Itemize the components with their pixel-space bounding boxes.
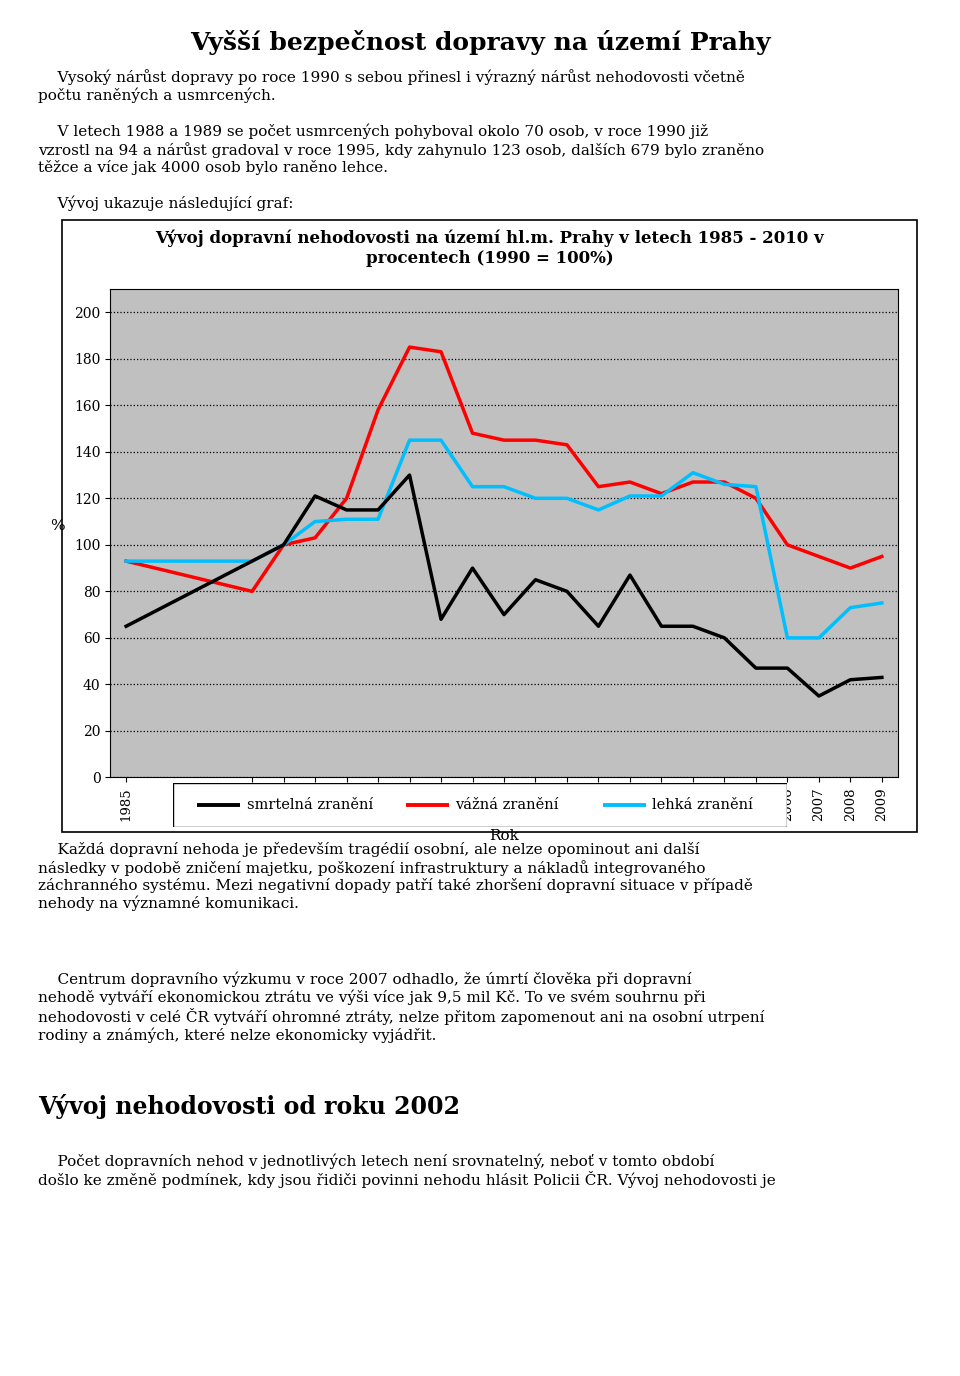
Text: lehká zranění: lehká zranění — [652, 798, 753, 812]
Text: smrtelná zranění: smrtelná zranění — [247, 798, 372, 812]
Text: Vývoj ukazuje následující graf:: Vývoj ukazuje následující graf: — [38, 195, 294, 211]
Text: Počet dopravních nehod v jednotlivých letech není srovnatelný, neboť v tomto obd: Počet dopravních nehod v jednotlivých le… — [38, 1153, 776, 1189]
Text: Vývoj dopravní nehodovosti na území hl.m. Prahy v letech 1985 - 2010 v
procentec: Vývoj dopravní nehodovosti na území hl.m… — [156, 230, 824, 267]
X-axis label: Rok: Rok — [489, 830, 519, 843]
Text: Vývoj nehodovosti od roku 2002: Vývoj nehodovosti od roku 2002 — [38, 1094, 461, 1119]
Text: Centrum dopravního výzkumu v roce 2007 odhadlo, že úmrtí člověka při dopravní
ne: Centrum dopravního výzkumu v roce 2007 o… — [38, 971, 765, 1043]
Text: V letech 1988 a 1989 se počet usmrcených pohyboval okolo 70 osob, v roce 1990 ji: V letech 1988 a 1989 se počet usmrcených… — [38, 124, 764, 175]
Text: vážná zranění: vážná zranění — [455, 798, 559, 812]
Text: Vysoký nárůst dopravy po roce 1990 s sebou přinesl i výrazný nárůst nehodovosti : Vysoký nárůst dopravy po roce 1990 s seb… — [38, 69, 745, 103]
Y-axis label: %: % — [50, 519, 65, 534]
Text: Každá dopravní nehoda je především tragédií osobní, ale nelze opominout ani dalš: Každá dopravní nehoda je především tragé… — [38, 842, 754, 911]
Text: Vyšší bezpečnost dopravy na území Prahy: Vyšší bezpečnost dopravy na území Prahy — [190, 30, 770, 55]
